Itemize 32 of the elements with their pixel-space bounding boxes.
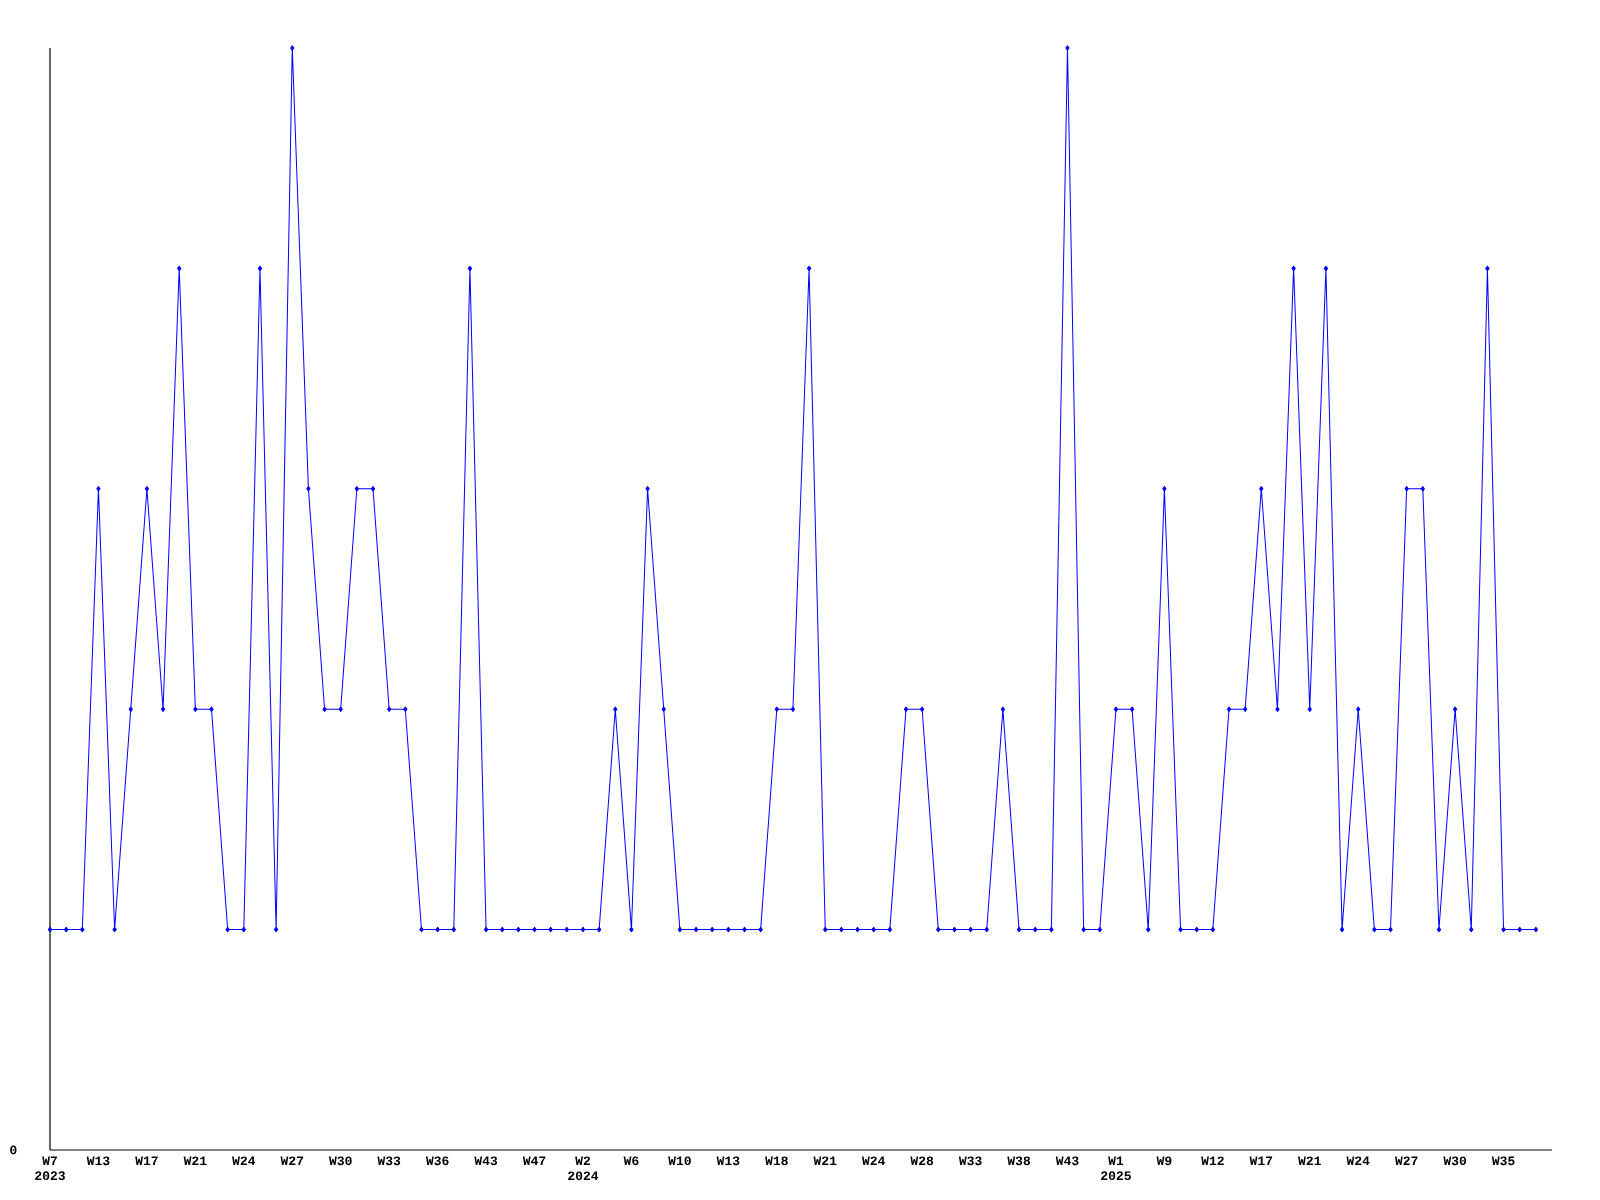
x-tick-label: W13 [86,1156,110,1166]
x-tick-label: W43 [1055,1156,1079,1166]
x-tick-label: W17 [1249,1156,1273,1165]
x-tick-label: W27 [1394,1156,1418,1166]
x-tick-label: W18 [765,1156,788,1166]
x-tick-label: W35 [1491,1156,1515,1166]
x-tick-label: W24 [1346,1156,1370,1166]
x-tick-label: W27 [280,1156,304,1166]
x-tick-label: W21 [813,1156,837,1166]
x-tick-label: W43 [474,1156,498,1166]
x-tick-label: W38 [1007,1156,1031,1166]
x-tick-label: W12 [1201,1156,1224,1166]
x-tick-label: W6 [623,1156,639,1166]
x-tick-label: W30 [329,1156,352,1166]
x-tick-label: W9 [1156,1156,1172,1166]
x-tick-label: W24 [861,1156,885,1166]
x-tick-label: W1 2025 [1101,1156,1131,1181]
x-tick-label: W2 2024 [568,1156,599,1181]
x-tick-label: W17 [135,1156,158,1165]
x-tick-label: W21 [183,1156,207,1166]
x-tick-label: W33 [377,1156,401,1166]
x-tick-label: W30 [1443,1156,1467,1166]
x-tick-label: W28 [910,1156,934,1166]
x-tick-label: W21 [1298,1156,1321,1166]
x-tick-label: W10 [668,1156,691,1166]
x-tick-label: W36 [425,1156,449,1166]
x-tick-label: W24 [232,1156,256,1166]
x-tick-label: W7 2023 [35,1156,65,1181]
text: 0 [10,1145,17,1155]
x-tick-label: W13 [716,1156,740,1166]
x-tick-label: W33 [958,1156,982,1166]
x-tick-label: W47 [522,1156,546,1165]
